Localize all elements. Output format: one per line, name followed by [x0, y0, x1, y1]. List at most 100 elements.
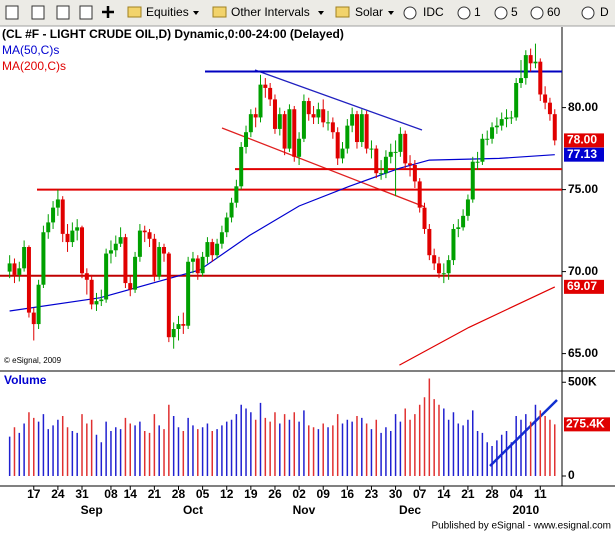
icon-clock[interactable] — [494, 6, 508, 20]
y-tick-label: 80.00 — [568, 100, 598, 114]
candle-body — [128, 283, 133, 290]
icon-clock[interactable] — [581, 6, 595, 20]
candle-body — [7, 263, 12, 272]
candle-body — [205, 242, 210, 257]
candle-body — [514, 83, 519, 118]
candle-body — [533, 61, 538, 64]
candle-body — [268, 87, 273, 100]
candle-body — [311, 114, 316, 118]
dropdown-arrow[interactable] — [388, 11, 394, 15]
x-tick-label: 02 — [292, 487, 306, 501]
y-tick-label: 75.00 — [568, 182, 598, 196]
x-tick-label: 08 — [104, 487, 118, 501]
candle-body — [345, 125, 350, 149]
candle-body — [51, 207, 56, 223]
icon-copy[interactable] — [56, 5, 70, 20]
x-tick-label: 28 — [485, 487, 499, 501]
candle-body — [60, 199, 65, 234]
vol-tick-label: 0 — [568, 468, 575, 482]
btn-idc[interactable]: IDC — [423, 5, 444, 19]
candle-body — [408, 163, 413, 165]
candle-body — [186, 261, 191, 326]
candle-body — [499, 119, 504, 126]
candle-body — [432, 255, 437, 264]
candle-body — [84, 273, 89, 280]
trend-line — [254, 69, 423, 131]
candle-body — [456, 227, 461, 229]
candle-body — [412, 165, 417, 182]
candle-body — [94, 301, 99, 305]
candle-body — [374, 148, 379, 174]
last-value-label: 78.00 — [567, 133, 597, 147]
x-tick-label: 28 — [172, 487, 186, 501]
candle-body — [538, 61, 543, 95]
candle-body — [17, 268, 22, 275]
candle-body — [80, 227, 85, 274]
candle-body — [248, 114, 253, 133]
candle-body — [316, 109, 321, 118]
candle-body — [137, 230, 142, 257]
candle-body — [335, 132, 340, 159]
icon-clock[interactable] — [403, 6, 417, 20]
candle-body — [523, 55, 528, 79]
candle-body — [326, 122, 331, 124]
candle-body — [272, 99, 277, 129]
y-tick-label: 70.00 — [568, 264, 598, 278]
x-tick-label: 14 — [437, 487, 451, 501]
candle-body — [306, 101, 311, 115]
icon-open[interactable] — [31, 5, 45, 20]
dropdown-arrow[interactable] — [193, 11, 199, 15]
candle-body — [70, 230, 75, 243]
candle-body — [118, 237, 123, 244]
icon-clock[interactable] — [530, 6, 544, 20]
menu-solar[interactable]: Solar — [355, 5, 383, 19]
dropdown-arrow[interactable] — [318, 11, 324, 15]
last-value-label: 77.13 — [567, 147, 597, 161]
btn-d[interactable]: D — [600, 5, 609, 19]
vol-last-label: 275.4K — [566, 417, 605, 431]
icon-grid[interactable] — [79, 5, 93, 20]
candle-body — [263, 84, 268, 88]
icon-folder[interactable] — [335, 6, 350, 18]
candle-body — [436, 263, 441, 274]
icon-folder[interactable] — [212, 6, 227, 18]
candle-body — [166, 253, 171, 338]
candle-body — [229, 202, 234, 218]
icon-cross[interactable] — [102, 6, 114, 18]
candle-body — [297, 138, 302, 157]
candle-body — [253, 114, 258, 118]
last-value-box — [564, 279, 604, 294]
x-tick-label: 17 — [27, 487, 41, 501]
icon-clock[interactable] — [457, 6, 471, 20]
candle-body — [142, 230, 147, 233]
candle-body — [383, 156, 388, 174]
candle-body — [379, 173, 384, 175]
candle-body — [388, 151, 393, 157]
candle-body — [176, 324, 181, 329]
candle-body — [417, 181, 422, 208]
chart-title: (CL #F - LIGHT CRUDE OIL,D) Dynamic,0:00… — [2, 27, 344, 41]
menu-intervals[interactable]: Other Intervals — [231, 5, 310, 19]
candle-body — [133, 256, 138, 290]
month-label: 2010 — [512, 503, 539, 517]
btn-5[interactable]: 5 — [511, 5, 518, 19]
x-tick-label: 14 — [124, 487, 138, 501]
x-tick-label: 07 — [413, 487, 427, 501]
candle-body — [350, 114, 355, 126]
icon-new[interactable] — [5, 5, 19, 20]
month-label: Sep — [81, 503, 103, 517]
volume-label: Volume — [4, 373, 47, 387]
candle-body — [494, 125, 499, 128]
candle-body — [41, 232, 46, 285]
candle-body — [123, 237, 128, 284]
candle-body — [75, 227, 80, 231]
y-tick-label: 65.00 — [568, 346, 598, 360]
icon-folder[interactable] — [127, 6, 142, 18]
btn-1[interactable]: 1 — [474, 5, 481, 19]
candle-body — [403, 133, 408, 164]
candle-body — [210, 242, 215, 256]
candle-body — [36, 284, 41, 325]
menu-equities[interactable]: Equities — [146, 5, 189, 19]
btn-60[interactable]: 60 — [547, 5, 561, 19]
